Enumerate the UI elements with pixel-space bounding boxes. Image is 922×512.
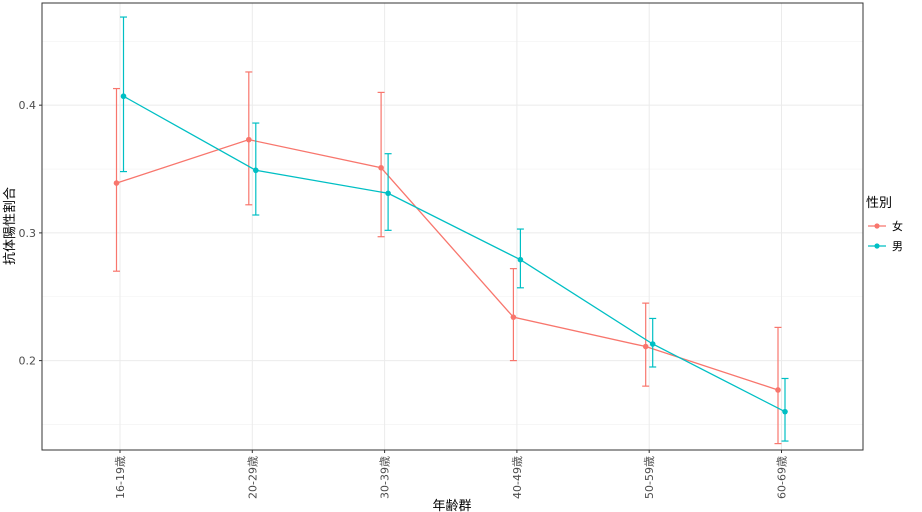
plot-panel <box>42 3 863 450</box>
data-point <box>775 387 781 393</box>
series-layer <box>113 16 789 445</box>
legend-item-male: 男 <box>868 240 903 253</box>
legend-label-female: 女 <box>892 219 903 233</box>
x-tick-label: 50-59歳 <box>643 456 656 499</box>
legend-key-point-male <box>874 243 880 249</box>
data-point <box>120 93 127 100</box>
data-point <box>642 343 649 350</box>
data-point <box>246 136 252 143</box>
series-male <box>120 16 789 442</box>
x-axis-title: 年齢群 <box>432 499 471 512</box>
data-point <box>517 256 524 263</box>
legend-key-point-female <box>874 223 880 229</box>
x-tick-label: 60-69歳 <box>776 456 789 499</box>
axes: 0.2 0.3 0.4 16-19歳 20-29歳 30-39歳 40-49歳 50-59歳 6… <box>19 99 789 499</box>
series-line <box>123 95 786 413</box>
legend: 性別 女 男 <box>866 196 903 253</box>
series-line <box>116 138 779 391</box>
data-point <box>510 314 517 320</box>
series-female <box>113 71 782 445</box>
legend-label-male: 男 <box>892 240 903 253</box>
x-tick-label: 40-49歳 <box>511 456 524 499</box>
y-tick-label: 0.3 <box>19 227 37 240</box>
plot-border <box>41 2 864 451</box>
data-point <box>649 341 656 347</box>
legend-title: 性別 <box>866 196 892 211</box>
y-axis-title: 抗体陽性割合 <box>2 187 18 265</box>
y-tick-label: 0.4 <box>19 99 37 112</box>
data-point <box>378 164 384 171</box>
x-tick-label: 16-19歳 <box>114 456 127 499</box>
x-tick-label: 30-39歳 <box>379 456 392 499</box>
data-point <box>385 190 391 197</box>
data-point <box>782 408 788 415</box>
y-tick-label: 0.2 <box>19 355 37 368</box>
grid <box>42 3 863 450</box>
x-tick-label: 20-29歳 <box>246 456 259 499</box>
legend-item-female: 女 <box>868 219 903 233</box>
data-point <box>113 180 120 186</box>
data-point <box>253 167 259 174</box>
